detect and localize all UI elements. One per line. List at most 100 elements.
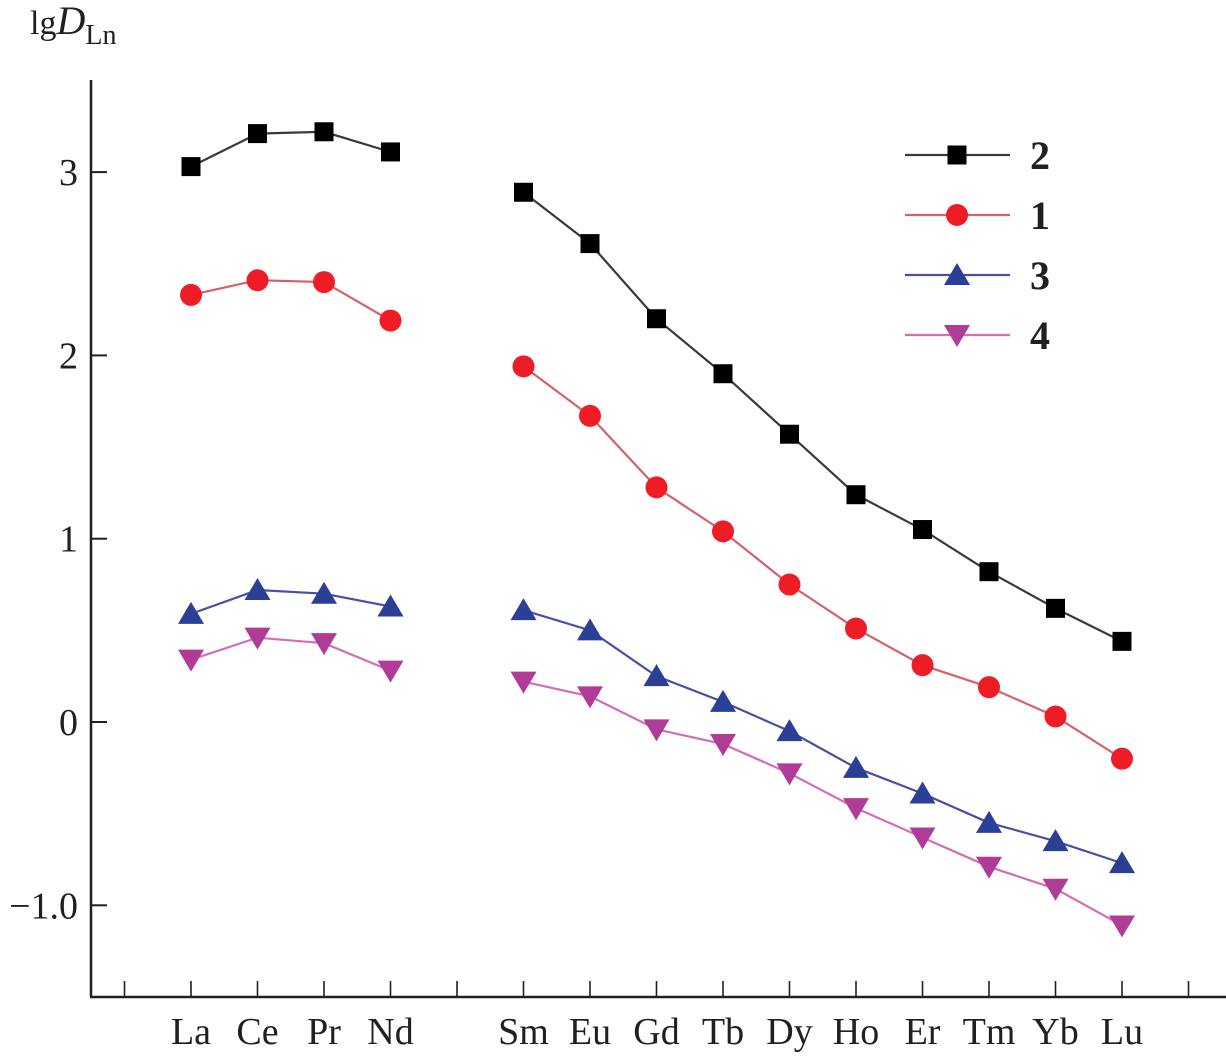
series-3-point-Nd [377,594,404,617]
y-tick-label: −1.0 [9,885,78,927]
series-3-point-Dy [776,719,803,742]
series-1-point-La [180,283,202,306]
series-4-point-Ho [843,798,869,821]
series-4-point-Nd [377,660,404,683]
series-1 [180,269,1133,770]
series-3-point-Ce [244,578,271,601]
series-2-point-Pr [314,122,334,142]
y-tick-label: 1 [59,519,78,561]
series-4-line [190,636,391,672]
x-tick-label: Lu [1101,1011,1143,1053]
x-tick-label: Pr [307,1011,341,1053]
legend-marker-square [947,145,967,165]
series-4-point-Eu [577,686,603,709]
x-tick-label: Ce [236,1011,278,1053]
legend: 2 1 3 4 [905,133,1050,358]
series-1-point-Lu [1111,747,1133,770]
series-1-line [190,279,392,322]
legend-label: 2 [1030,133,1050,178]
y-tick-label: 0 [59,702,78,744]
y-axis-label-subscript: Ln [85,20,116,51]
series-4-point-Lu [1109,915,1135,938]
legend-item-1: 1 [905,193,1050,238]
series-3 [178,578,1135,874]
series-1-point-Er [911,654,934,677]
series-2-point-Tb [713,364,733,384]
y-axis-label: lgDLn [30,0,116,51]
x-tick-label: Gd [633,1011,679,1053]
series-1-point-Ce [246,269,269,292]
y-tick-label: 3 [59,152,78,194]
series-3-line [190,588,391,615]
legend-label: 3 [1030,253,1050,298]
y-axis-label-prefix: lg [30,5,56,42]
series-1-point-Pr [313,271,335,294]
legend-item-4: 4 [905,313,1050,358]
series-1-point-Dy [778,573,801,596]
series-1-point-Gd [645,476,668,499]
series-3-point-Gd [643,664,670,687]
x-tick-label: Sm [498,1011,549,1053]
series-4-point-Tm [976,856,1002,879]
legend-label: 1 [1030,193,1050,238]
x-ticks: La Ce Pr Nd Sm Eu Gd Tb Dy Ho Er Tm Yb Lu [123,981,1190,1053]
series-2-line [190,130,391,168]
y-ticks: 3 2 1 0 −1.0 [9,152,107,927]
series-layer [178,122,1135,938]
series-2-point-Eu [580,234,600,254]
series-2-point-Tm [979,562,999,582]
x-tick-label: Er [905,1011,941,1053]
series-1-line [522,365,1123,760]
series-2-point-La [181,157,201,177]
series-4-point-Yb [1042,878,1069,901]
series-2 [181,122,1132,651]
y-axis-label-italic: D [55,0,85,43]
series-4-line [523,680,1123,927]
series-3-line [523,609,1123,865]
series-3-point-Sm [510,598,537,621]
series-4-point-La [178,649,204,672]
legend-item-2: 2 [905,133,1050,178]
series-2-point-Lu [1112,631,1132,651]
series-4-point-Tb [710,733,736,756]
series-3-point-Eu [577,618,603,641]
series-4-point-Gd [643,719,670,742]
series-1-point-Eu [579,404,601,427]
series-2-line [522,191,1123,643]
legend-item-3: 3 [905,253,1050,298]
series-2-point-Yb [1046,598,1065,618]
series-2-point-Gd [647,309,666,329]
series-3-point-Yb [1042,829,1069,852]
series-3-point-Lu [1109,851,1135,874]
series-2-point-Sm [514,182,533,202]
series-3-point-Pr [311,581,337,604]
series-4-point-Pr [311,633,337,656]
series-1-point-Nd [379,309,402,332]
series-3-point-Er [909,781,936,804]
x-tick-label: Tb [702,1011,744,1053]
legend-label: 4 [1030,313,1050,358]
series-4-point-Ce [244,627,271,650]
series-4-point-Dy [776,763,803,786]
x-tick-label: Eu [569,1011,611,1053]
series-3-point-La [178,601,204,624]
x-tick-label: Dy [766,1011,812,1053]
y-tick-label: 2 [59,335,78,377]
series-1-point-Tb [712,520,734,543]
x-tick-label: La [171,1011,211,1053]
series-1-point-Yb [1044,705,1067,728]
series-4 [178,627,1135,938]
series-3-point-Tm [976,810,1002,833]
series-2-point-Dy [780,424,799,444]
x-tick-label: Ho [833,1011,879,1053]
series-2-point-Ce [248,124,267,144]
legend-marker-triangle-down [944,325,970,347]
x-tick-label: Tm [963,1011,1016,1053]
x-tick-label: Yb [1032,1011,1078,1053]
series-2-point-Nd [381,142,400,162]
legend-marker-triangle-up [944,263,970,285]
series-3-point-Ho [843,755,869,778]
series-1-point-Ho [845,617,867,640]
series-2-point-Er [913,520,932,540]
